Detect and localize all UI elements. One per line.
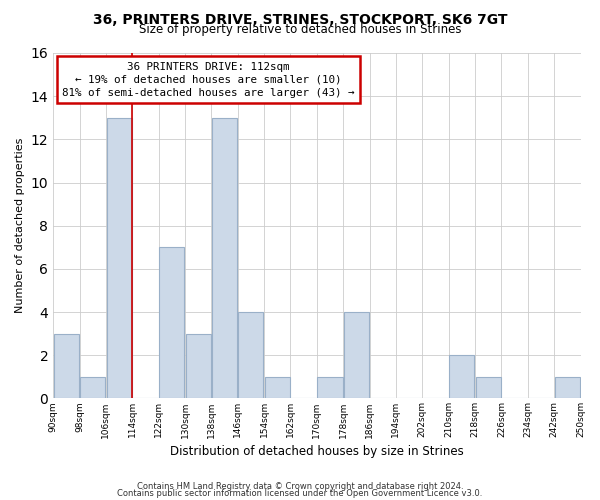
Bar bbox=[159, 248, 184, 398]
Bar bbox=[238, 312, 263, 398]
Bar bbox=[265, 377, 290, 398]
Text: Contains public sector information licensed under the Open Government Licence v3: Contains public sector information licen… bbox=[118, 489, 482, 498]
Bar bbox=[344, 312, 369, 398]
Bar bbox=[212, 118, 237, 398]
Bar bbox=[555, 377, 580, 398]
Text: Contains HM Land Registry data © Crown copyright and database right 2024.: Contains HM Land Registry data © Crown c… bbox=[137, 482, 463, 491]
Text: 36 PRINTERS DRIVE: 112sqm
← 19% of detached houses are smaller (10)
81% of semi-: 36 PRINTERS DRIVE: 112sqm ← 19% of detac… bbox=[62, 62, 355, 98]
Text: Size of property relative to detached houses in Strines: Size of property relative to detached ho… bbox=[139, 22, 461, 36]
Bar bbox=[449, 355, 475, 399]
Bar bbox=[80, 377, 105, 398]
Bar bbox=[185, 334, 211, 398]
X-axis label: Distribution of detached houses by size in Strines: Distribution of detached houses by size … bbox=[170, 444, 464, 458]
Bar bbox=[476, 377, 501, 398]
Bar bbox=[107, 118, 131, 398]
Bar bbox=[54, 334, 79, 398]
Text: 36, PRINTERS DRIVE, STRINES, STOCKPORT, SK6 7GT: 36, PRINTERS DRIVE, STRINES, STOCKPORT, … bbox=[93, 12, 507, 26]
Y-axis label: Number of detached properties: Number of detached properties bbox=[15, 138, 25, 314]
Bar bbox=[317, 377, 343, 398]
